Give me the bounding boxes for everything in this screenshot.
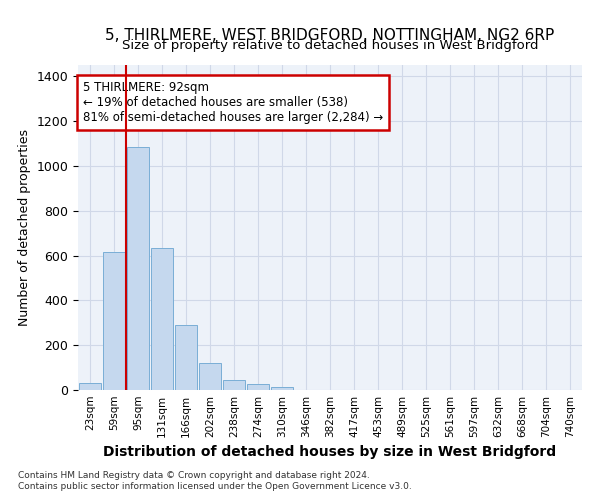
Bar — [103, 252, 125, 390]
Y-axis label: Number of detached properties: Number of detached properties — [18, 129, 31, 326]
Bar — [247, 384, 269, 390]
Bar — [223, 380, 245, 390]
Text: 5 THIRLMERE: 92sqm
← 19% of detached houses are smaller (538)
81% of semi-detach: 5 THIRLMERE: 92sqm ← 19% of detached hou… — [83, 81, 383, 124]
Bar — [271, 386, 293, 390]
Bar — [79, 384, 101, 390]
X-axis label: Distribution of detached houses by size in West Bridgford: Distribution of detached houses by size … — [103, 446, 557, 460]
Bar — [151, 248, 173, 390]
Bar — [127, 147, 149, 390]
Bar — [199, 363, 221, 390]
Title: 5, THIRLMERE, WEST BRIDGFORD, NOTTINGHAM, NG2 6RP: 5, THIRLMERE, WEST BRIDGFORD, NOTTINGHAM… — [106, 28, 554, 43]
Text: Size of property relative to detached houses in West Bridgford: Size of property relative to detached ho… — [122, 40, 538, 52]
Text: Contains public sector information licensed under the Open Government Licence v3: Contains public sector information licen… — [18, 482, 412, 491]
Text: Contains HM Land Registry data © Crown copyright and database right 2024.: Contains HM Land Registry data © Crown c… — [18, 470, 370, 480]
Bar — [175, 325, 197, 390]
